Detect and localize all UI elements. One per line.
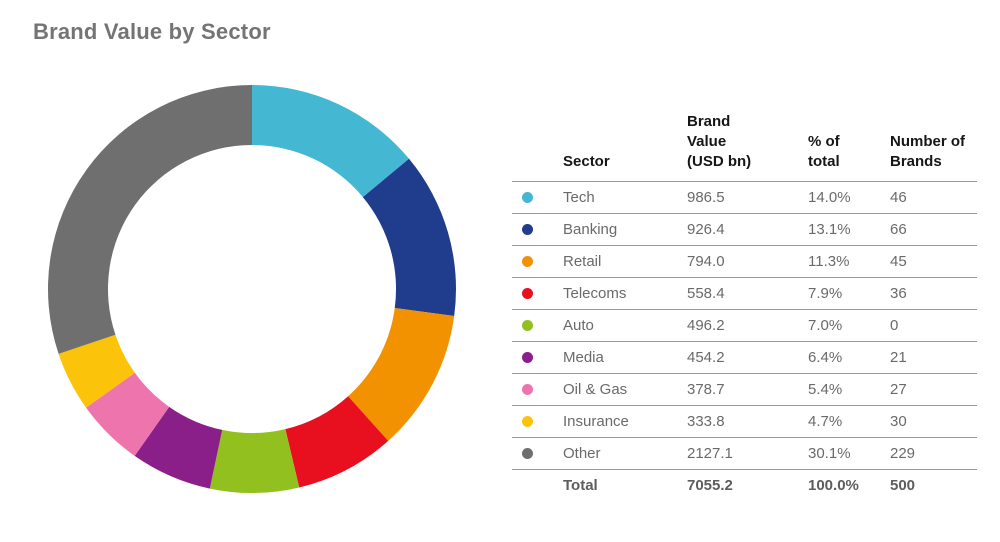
brands-cell: 0 [890,309,977,342]
page-title: Brand Value by Sector [33,19,271,44]
brands-cell: 27 [890,373,977,406]
legend-dot-icon [522,320,533,332]
value-cell: 496.2 [687,309,808,342]
pct-total-header: % of total [808,97,890,182]
dot-cell [512,213,563,246]
sector-cell: Banking [563,213,687,246]
legend-dot-icon [522,256,533,268]
value-cell: 986.5 [687,181,808,214]
value-cell: 454.2 [687,341,808,374]
pct-cell: 7.0% [808,309,890,342]
table-row: Retail 794.0 11.3% 45 [512,245,977,278]
brands-cell: 46 [890,181,977,214]
pct-cell: 100.0% [808,476,859,494]
dot-cell [512,469,563,501]
dot-cell [512,277,563,310]
value-cell: 2127.1 [687,437,808,470]
value-cell: 794.0 [687,245,808,278]
donut-slice-telecoms [285,396,389,488]
dot-cell [512,309,563,342]
dot-cell [512,437,563,470]
donut-slice-auto [209,429,300,494]
brands-cell: 500 [890,476,916,494]
brand-value-header: Brand Value (USD bn) [687,97,808,182]
table-row: Oil & Gas 378.7 5.4% 27 [512,373,977,406]
value-cell: 378.7 [687,373,808,406]
brands-cell: 229 [890,437,977,470]
value-cell: 926.4 [687,213,808,246]
sector-cell: Telecoms [563,277,687,310]
sector-cell: Tech [563,181,687,214]
brands-cell: 30 [890,405,977,438]
brands-cell: 45 [890,245,977,278]
table-row: Tech 986.5 14.0% 46 [512,181,977,214]
sector-cell: Oil & Gas [563,373,687,406]
sector-cell: Auto [563,309,687,342]
brands-cell: 21 [890,341,977,374]
num-brands-header: Number of Brands [890,97,977,182]
dot-cell [512,373,563,406]
donut-slice-media [134,406,223,489]
legend-dot-icon [522,384,533,396]
value-cell: 7055.2 [687,476,733,494]
table-row: Banking 926.4 13.1% 66 [512,213,977,246]
legend-dot-icon [522,192,533,204]
sector-cell: Media [563,341,687,374]
donut-slice-banking [362,158,456,316]
pct-cell: 6.4% [808,341,890,374]
dot-cell [512,405,563,438]
pct-cell: 11.3% [808,245,890,278]
table-header: Sector Brand Value (USD bn) % of total N… [512,97,977,182]
dot-cell [512,245,563,278]
dot-cell [512,341,563,374]
legend-dot-icon [522,224,533,236]
table-row: Insurance 333.8 4.7% 30 [512,405,977,438]
pct-cell: 7.9% [808,277,890,310]
table-row: Other 2127.1 30.1% 229 [512,437,977,470]
donut-slice-insurance [58,334,135,408]
table-row: Auto 496.2 7.0% 0 [512,309,977,342]
donut-slice-other [47,85,252,354]
brands-cell: 66 [890,213,977,246]
donut-slice-oil-gas [86,372,170,456]
brands-cell: 36 [890,277,977,310]
sector-cell: Other [563,437,687,470]
legend-dot-icon [522,448,533,460]
value-cell: 558.4 [687,277,808,310]
table-row: Telecoms 558.4 7.9% 36 [512,277,977,310]
dot-column-header [512,97,563,182]
pct-cell: 4.7% [808,405,890,438]
sector-cell: Total [563,476,598,494]
legend-dot-icon [522,352,533,364]
pct-cell: 30.1% [808,437,890,470]
pct-cell: 13.1% [808,213,890,246]
total-row: Total 7055.2 100.0% 500 [512,469,977,501]
value-cell: 333.8 [687,405,808,438]
sector-table: Sector Brand Value (USD bn) % of total N… [512,97,977,501]
pct-cell: 14.0% [808,181,890,214]
sector-cell: Retail [563,245,687,278]
donut-slice-retail [348,308,455,441]
legend-dot-icon [522,288,533,300]
sector-header: Sector [563,97,687,182]
dot-cell [512,181,563,214]
pct-cell: 5.4% [808,373,890,406]
sector-cell: Insurance [563,405,687,438]
donut-slice-tech [252,85,410,198]
table-row: Media 454.2 6.4% 21 [512,341,977,374]
legend-dot-icon [522,416,533,428]
donut-chart [47,85,456,494]
